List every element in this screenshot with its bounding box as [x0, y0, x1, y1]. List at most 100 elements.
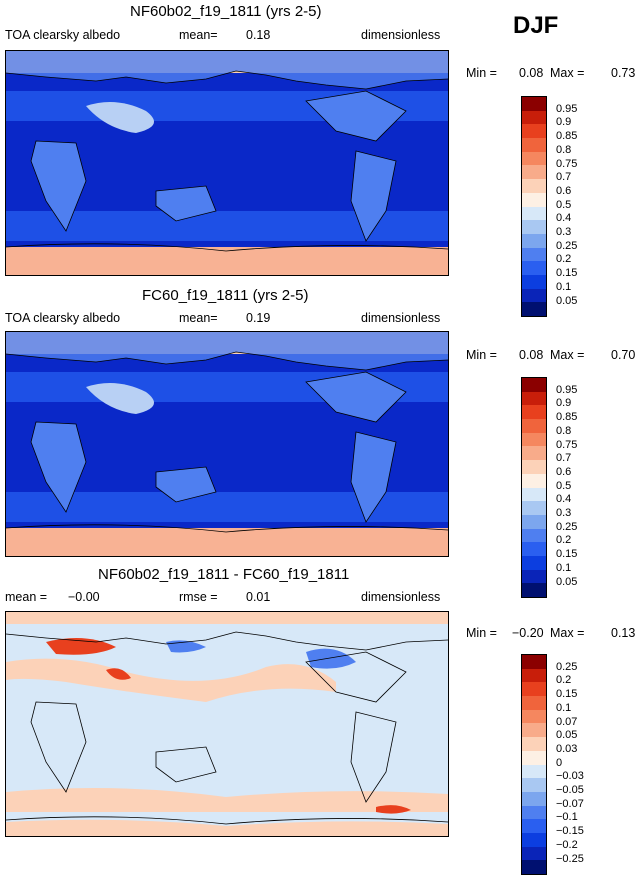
colorbar-segment [522, 446, 546, 461]
colorbar-segment [522, 723, 546, 738]
colorbar-segment [522, 220, 546, 234]
panel-1-units: dimensionless [361, 28, 441, 42]
colorbar-label: 0.05 [556, 729, 578, 742]
south-america [351, 151, 396, 241]
colorbar-label: 0.1 [556, 561, 572, 574]
panel-1-mean-label: mean= [179, 28, 218, 42]
colorbar-segment [522, 151, 546, 166]
colorbar-segment [522, 668, 546, 683]
panel-3-max-value: 0.13 [611, 626, 636, 640]
tibet-high-albedo [86, 102, 154, 133]
colorbar-label: 0.15 [556, 267, 578, 280]
panel-2-mean-label: mean= [179, 311, 218, 325]
panel-3-mean-value: −0.00 [68, 590, 100, 604]
antarctic-band [6, 247, 448, 275]
colorbar-segment [522, 288, 546, 303]
colorbar-segment [522, 555, 546, 570]
panel-1-max-value: 0.73 [611, 66, 636, 80]
panel-1-max-label: Max = [550, 66, 585, 80]
colorbar-label: 0.75 [556, 157, 578, 170]
colorbar-label: 0.8 [556, 143, 572, 156]
colorbar-label: −0.15 [556, 825, 584, 838]
panel-1-colorbar [521, 96, 547, 317]
panel-3-map [5, 611, 449, 837]
panel-1-min-value: 0.08 [519, 66, 544, 80]
panel-3-rmse-label: rmse = [179, 590, 218, 604]
colorbar-label: 0.3 [556, 507, 572, 519]
south-america [351, 432, 396, 522]
colorbar-label: 0.05 [556, 575, 578, 588]
colorbar-segment [522, 179, 546, 193]
diff-arctic-band [6, 612, 448, 624]
panel-2-colorbar [521, 377, 547, 598]
colorbar-segment [522, 569, 546, 584]
colorbar-label: −0.1 [556, 811, 578, 824]
colorbar-segment [522, 233, 546, 248]
colorbar-segment [522, 473, 546, 488]
colorbar-segment [522, 655, 546, 669]
panel-1-map-svg [6, 51, 448, 275]
colorbar-segment [522, 791, 546, 806]
colorbar-segment [522, 97, 546, 111]
colorbar-segment [522, 138, 546, 152]
colorbar-label: −0.03 [556, 770, 584, 783]
panel-2-max-label: Max = [550, 348, 585, 362]
diff-positive-nh [6, 658, 336, 702]
north-america [306, 372, 406, 422]
panel-3-min-value: −0.20 [512, 626, 544, 640]
panel-1-variable: TOA clearsky albedo [5, 28, 121, 42]
colorbar-label: 0.85 [556, 411, 578, 424]
colorbar-segment [522, 737, 546, 751]
colorbar-label: 0.4 [556, 212, 572, 225]
panel-2-mean-value: 0.19 [246, 311, 271, 325]
colorbar-label: 0.25 [556, 660, 578, 673]
tibet-high-albedo [86, 383, 154, 414]
antarctic-coastline [6, 524, 448, 533]
colorbar-segment [522, 206, 546, 221]
colorbar-label: 0.9 [556, 116, 572, 129]
colorbar-label: 0.25 [556, 239, 578, 252]
northern-landmass [6, 51, 448, 89]
colorbar-segment [522, 860, 546, 874]
colorbar-segment [522, 528, 546, 543]
diff-strong-central-asia [46, 638, 116, 655]
colorbar-label: 0.7 [556, 171, 572, 184]
colorbar-label: 0.6 [556, 465, 572, 478]
colorbar-label: 0.2 [556, 534, 572, 547]
diff-negative-north-america [306, 648, 356, 669]
colorbar-segment [522, 501, 546, 515]
panel-3-colorbar [521, 654, 547, 875]
colorbar-label: 0.03 [556, 742, 578, 755]
panel-3-units: dimensionless [361, 590, 441, 604]
antarctic-band [6, 528, 448, 556]
colorbar-segment [522, 487, 546, 502]
colorbar-label: 0.1 [556, 701, 572, 714]
colorbar-label: 0.95 [556, 383, 578, 396]
panel-3-map-svg [6, 612, 448, 836]
colorbar-label: 0.2 [556, 253, 572, 266]
colorbar-segment [522, 542, 546, 556]
colorbar-segment [522, 247, 546, 262]
panel-1-map [5, 50, 449, 276]
season-label: DJF [513, 12, 559, 39]
colorbar-label: 0.2 [556, 674, 572, 687]
antarctic-coastline [6, 243, 448, 252]
africa [31, 141, 86, 231]
colorbar-label: 0.95 [556, 102, 578, 115]
colorbar-segment [522, 514, 546, 529]
panel-2-units: dimensionless [361, 311, 441, 325]
colorbar-segment [522, 419, 546, 433]
colorbar-segment [522, 583, 546, 597]
colorbar-segment [522, 432, 546, 447]
northern-landmass [6, 332, 448, 370]
panel-1-mean-value: 0.18 [246, 28, 271, 42]
colorbar-segment [522, 778, 546, 792]
colorbar-segment [522, 302, 546, 316]
panel-3-title: NF60b02_f19_1811 - FC60_f19_1811 [98, 566, 350, 583]
panel-2-min-label: Min = [466, 348, 497, 362]
colorbar-segment [522, 805, 546, 820]
diff-positive-southern-ocean [6, 788, 448, 812]
north-america [306, 91, 406, 141]
colorbar-segment [522, 846, 546, 861]
colorbar-segment [522, 764, 546, 779]
